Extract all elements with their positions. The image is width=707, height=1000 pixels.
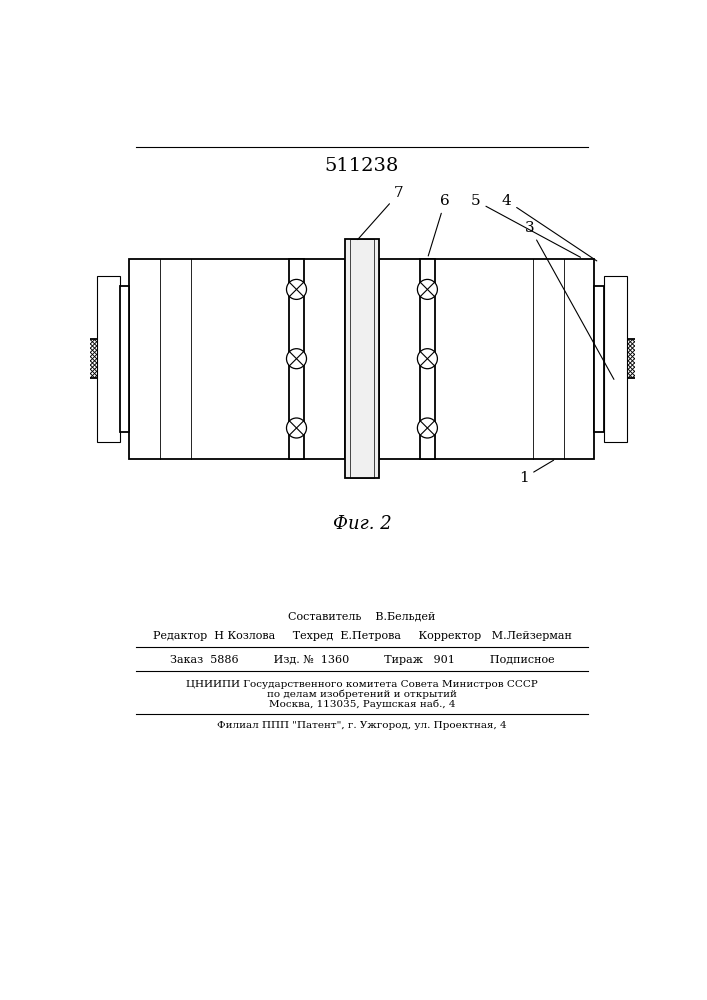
Circle shape: [286, 279, 307, 299]
Text: Москва, 113035, Раушская наб., 4: Москва, 113035, Раушская наб., 4: [269, 700, 455, 709]
Text: Заказ  5886          Изд. №  1360          Тираж   901          Подписное: Заказ 5886 Изд. № 1360 Тираж 901 Подписн…: [170, 655, 554, 665]
Bar: [0, 385, 8, 393]
Bar: [129, 259, 345, 459]
Text: 5: 5: [471, 194, 580, 257]
Text: Филиал ППП "Патент", г. Ужгород, ул. Проектная, 4: Филиал ППП "Патент", г. Ужгород, ул. Про…: [217, 721, 507, 730]
Text: 511238: 511238: [325, 157, 399, 175]
Bar: [120, 286, 129, 432]
Text: 1: 1: [519, 460, 554, 485]
Bar: [350, 239, 374, 478]
Bar: [595, 286, 604, 432]
Bar: [672, 314, 707, 403]
Bar: [595, 339, 672, 378]
Text: 7: 7: [358, 186, 404, 240]
Bar: [288, 259, 304, 459]
Bar: [604, 276, 627, 442]
Text: 6: 6: [428, 194, 450, 256]
Bar: [13, 314, 52, 403]
Circle shape: [286, 349, 307, 369]
Circle shape: [417, 418, 438, 438]
Bar: [0, 323, 8, 332]
Circle shape: [417, 279, 438, 299]
Bar: [379, 259, 595, 459]
Text: Составитель    В.Бельдей: Составитель В.Бельдей: [288, 612, 436, 622]
Circle shape: [286, 418, 307, 438]
Bar: [0, 344, 8, 353]
Text: ЦНИИПИ Государственного комитета Совета Министров СССР: ЦНИИПИ Государственного комитета Совета …: [186, 680, 538, 689]
Bar: [0, 364, 8, 373]
Text: Редактор  Н Козлова     Техред  Е.Петрова     Корректор   М.Лейзерман: Редактор Н Козлова Техред Е.Петрова Корр…: [153, 631, 571, 641]
Text: Фиг. 2: Фиг. 2: [332, 515, 392, 533]
Text: 10: 10: [0, 999, 1, 1000]
Text: 3: 3: [525, 221, 614, 379]
Text: по делам изобретений и открытий: по делам изобретений и открытий: [267, 690, 457, 699]
Bar: [52, 339, 129, 378]
Text: 4: 4: [502, 194, 597, 261]
Bar: [345, 239, 379, 478]
Circle shape: [417, 349, 438, 369]
Bar: [97, 276, 120, 442]
Bar: [420, 259, 435, 459]
